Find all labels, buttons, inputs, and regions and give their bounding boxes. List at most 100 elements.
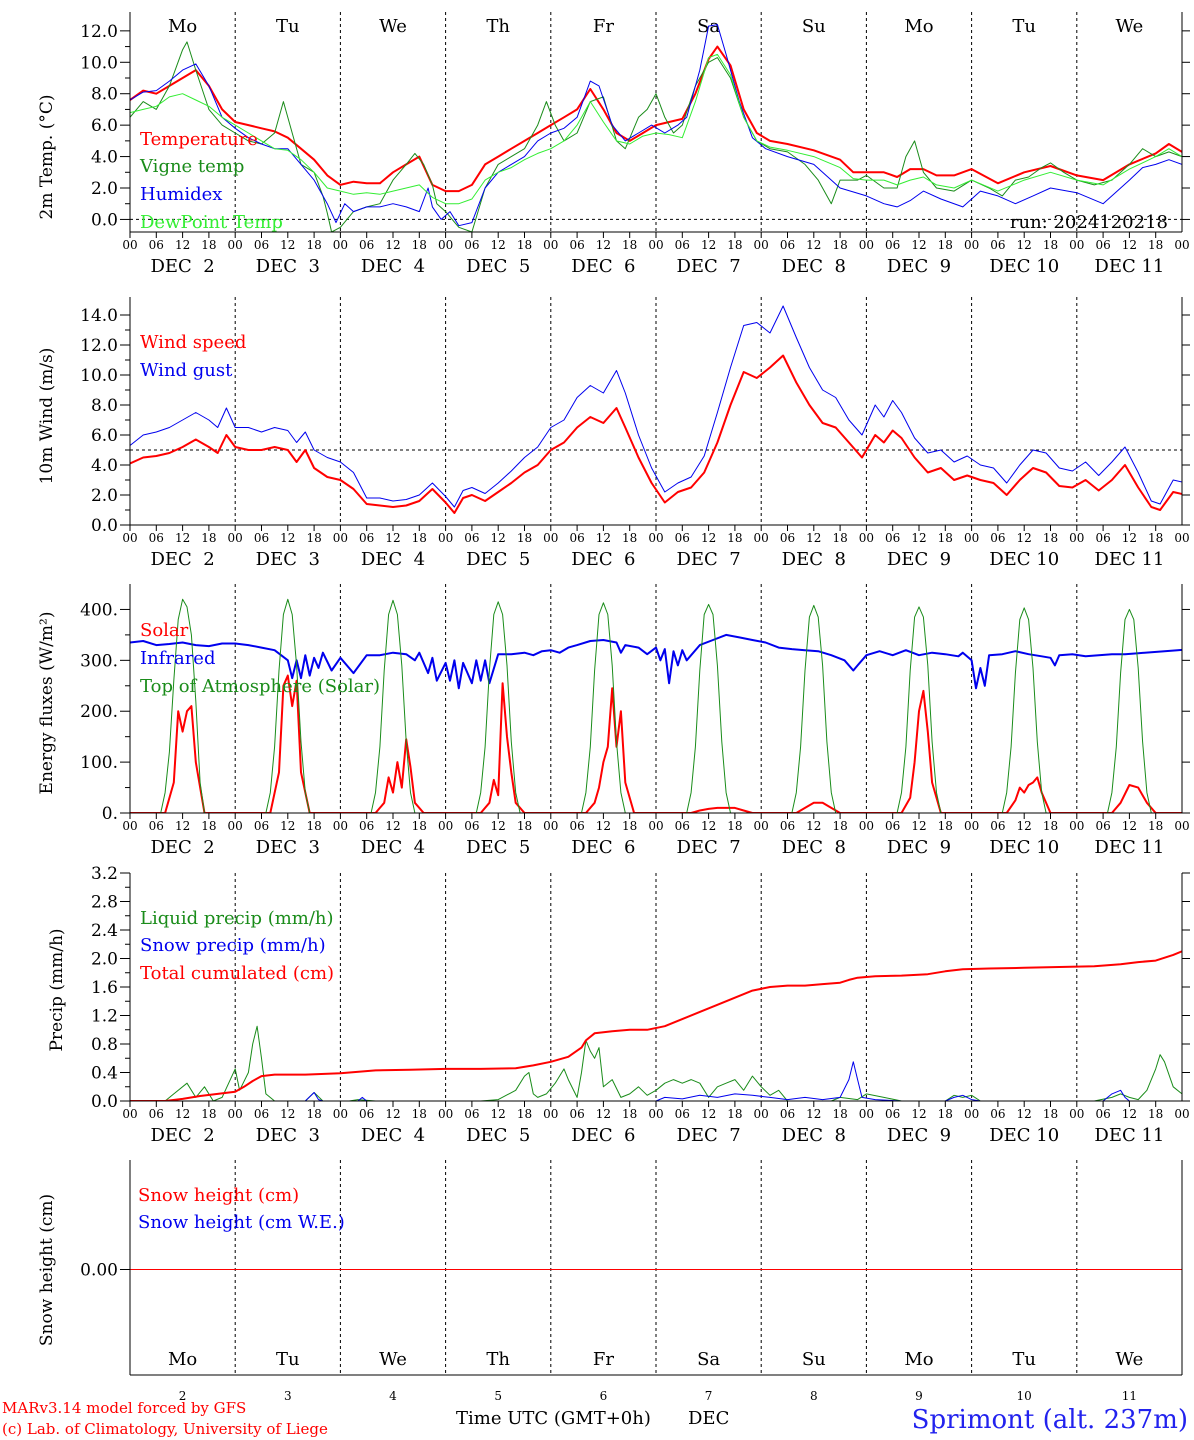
date-number: 8 <box>810 1389 818 1403</box>
x-tick-label: 00 <box>122 1107 137 1121</box>
x-tick-label: 00 <box>859 819 874 833</box>
x-tick-label: 18 <box>1043 1107 1058 1121</box>
credit-line-1: MARv3.14 model forced by GFS <box>2 1399 246 1417</box>
x-tick-label: 00 <box>228 238 243 252</box>
y-tick-label: 2.4 <box>91 921 118 941</box>
xaxis-title: Time UTC (GMT+0h) <box>456 1408 651 1429</box>
x-tick-label: 00 <box>333 531 348 545</box>
date-number: 4 <box>389 1389 397 1403</box>
x-tick-label: 12 <box>385 819 400 833</box>
x-tick-label: 06 <box>990 819 1005 833</box>
legend-humidex: Humidex <box>140 184 222 205</box>
energy-panel: 0. 100. 200. 300. 400. 00 06 12 18 00 06 12 18 00 06 12… <box>37 584 1190 858</box>
panel-plot-area: 0.0 2.0 4.0 6.0 8.0 10.0 12.0 14.0 00 06 12 18 00 06 1… <box>80 297 1190 570</box>
x-tick-label: 06 <box>675 819 690 833</box>
x-tick-label: 18 <box>412 238 427 252</box>
y-tick-label: 12.0 <box>80 22 118 42</box>
day-label: We <box>1116 1349 1144 1370</box>
x-tick-label: 18 <box>1043 238 1058 252</box>
date-label: DEC 10 <box>989 837 1059 858</box>
x-tick-label: 12 <box>806 819 821 833</box>
date-label: DEC 8 <box>782 1125 846 1146</box>
x-tick-label: 18 <box>1148 238 1163 252</box>
x-tick-label: 06 <box>254 238 269 252</box>
x-tick-label: 12 <box>1122 238 1137 252</box>
date-label: DEC 5 <box>466 256 530 277</box>
x-tick-label: 00 <box>122 531 137 545</box>
day-label: Su <box>802 16 826 37</box>
x-tick-label: 18 <box>832 238 847 252</box>
x-tick-label: 12 <box>596 819 611 833</box>
date-number: 10 <box>1017 1389 1032 1403</box>
day-label: We <box>379 16 407 37</box>
day-label: Th <box>486 16 510 37</box>
x-tick-label: 06 <box>149 1107 164 1121</box>
x-tick-label: 00 <box>438 238 453 252</box>
x-tick-label: 12 <box>911 531 926 545</box>
date-label: DEC 6 <box>571 256 635 277</box>
series-line-total-cumulated-cm <box>130 950 1182 1101</box>
y-tick-label: 1.2 <box>91 1007 118 1027</box>
x-tick-label: 12 <box>385 1107 400 1121</box>
x-tick-label: 00 <box>964 1107 979 1121</box>
x-tick-label: 06 <box>359 819 374 833</box>
y-tick-label: 0.4 <box>91 1064 118 1084</box>
x-tick-label: 06 <box>254 819 269 833</box>
date-label: DEC 5 <box>466 837 530 858</box>
y-tick-label: 0.0 <box>91 210 118 230</box>
day-label: Tu <box>276 16 300 37</box>
x-tick-label: 18 <box>938 531 953 545</box>
y-tick-label: 2.8 <box>91 893 118 913</box>
day-label: Fr <box>593 1349 614 1370</box>
legend-solar: Solar <box>140 620 189 641</box>
date-label: DEC 2 <box>150 1125 214 1146</box>
y-tick-label: 10.0 <box>80 366 118 386</box>
x-tick-label: 00 <box>859 238 874 252</box>
series-group <box>130 24 1182 232</box>
x-tick-label: 00 <box>1174 1107 1189 1121</box>
day-label: Fr <box>593 16 614 37</box>
x-tick-label: 00 <box>543 819 558 833</box>
y-tick-label: 400. <box>80 600 118 620</box>
x-tick-label: 06 <box>885 819 900 833</box>
x-tick-label: 12 <box>280 1107 295 1121</box>
series-line-temperature <box>130 45 1182 193</box>
x-tick-label: 18 <box>938 238 953 252</box>
x-tick-label: 06 <box>569 819 584 833</box>
day-label: Tu <box>1012 1349 1036 1370</box>
x-tick-label: 06 <box>675 531 690 545</box>
x-tick-label: 18 <box>517 531 532 545</box>
x-tick-label: 18 <box>306 819 321 833</box>
date-label: DEC 4 <box>361 549 425 570</box>
x-tick-label: 00 <box>1069 531 1084 545</box>
x-tick-label: 18 <box>412 819 427 833</box>
date-number: 9 <box>915 1389 923 1403</box>
y-tick-label: 300. <box>80 651 118 671</box>
x-tick-label: 00 <box>333 238 348 252</box>
legend-liquid-precip: Liquid precip (mm/h) <box>140 908 334 929</box>
x-tick-label: 12 <box>596 531 611 545</box>
x-tick-label: 12 <box>1122 819 1137 833</box>
x-tick-label: 00 <box>543 1107 558 1121</box>
x-tick-label: 12 <box>175 1107 190 1121</box>
legend-vigne-temp: Vigne temp <box>139 156 244 177</box>
x-tick-label: 00 <box>438 531 453 545</box>
x-tick-label: 12 <box>1122 531 1137 545</box>
x-tick-label: 18 <box>1043 531 1058 545</box>
wind-legend: Wind speed Wind gust <box>140 332 246 381</box>
x-tick-label: 06 <box>780 531 795 545</box>
day-label: Tu <box>276 1349 300 1370</box>
x-tick-label: 00 <box>964 238 979 252</box>
x-tick-label: 06 <box>1095 238 1110 252</box>
date-label: DEC 7 <box>676 837 740 858</box>
x-tick-label: 00 <box>543 238 558 252</box>
x-tick-label: 18 <box>622 1107 637 1121</box>
series-line-snow-precip-mm-h <box>130 1061 1182 1101</box>
x-tick-label: 18 <box>412 1107 427 1121</box>
energy-legend: Solar Infrared Top of Atmosphere (Solar) <box>140 620 380 697</box>
date-label: DEC 8 <box>782 837 846 858</box>
x-tick-label: 06 <box>359 531 374 545</box>
x-tick-label: 06 <box>885 1107 900 1121</box>
date-label: DEC 7 <box>676 256 740 277</box>
x-tick-label: 06 <box>675 1107 690 1121</box>
